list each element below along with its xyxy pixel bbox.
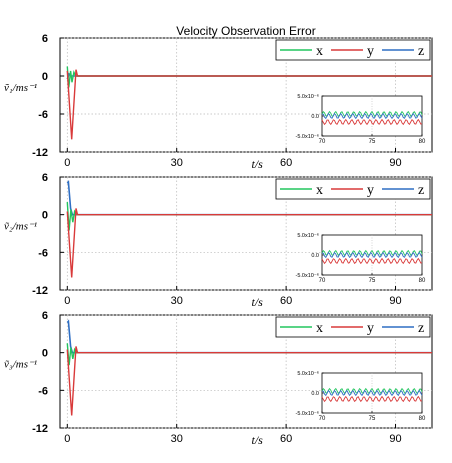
x-axis-label: t/s	[252, 433, 264, 447]
inset-x-tick-label: 80	[419, 278, 426, 284]
y-tick-label: 6	[42, 172, 48, 184]
y-tick-label: -6	[38, 109, 48, 121]
legend-label-x: x	[316, 44, 323, 59]
x-tick-label: 30	[171, 295, 183, 307]
y-tick-label: -6	[38, 385, 48, 397]
x-tick-label: 60	[280, 295, 292, 307]
y-axis-label: ṽ₁/ms⁻¹	[4, 82, 37, 94]
chart-title: Velocity Observation Error	[176, 24, 315, 38]
series-line-x	[66, 343, 432, 366]
inset-y-tick-label: 0.0	[311, 391, 319, 397]
legend-label-y: y	[367, 183, 374, 198]
inset-y-tick-label: -5.0x10⁻⁶	[295, 272, 319, 279]
legend-label-z: z	[418, 183, 424, 198]
inset-y-tick-label: -5.0x10⁻⁶	[295, 133, 319, 140]
x-tick-label: 90	[389, 433, 401, 445]
inset-x-tick-label: 80	[419, 139, 426, 145]
inset-y-tick-label: 5.0x10⁻⁶	[297, 370, 319, 377]
y-tick-label: 6	[42, 33, 48, 45]
y-tick-label: -12	[32, 147, 48, 159]
legend: x y z	[275, 39, 431, 61]
x-tick-label: 60	[280, 157, 292, 169]
x-tick-label: 30	[171, 157, 183, 169]
legend-label-x: x	[316, 183, 323, 198]
inset-x-tick-label: 75	[369, 278, 376, 284]
inset-y-tick-label: 5.0x10⁻⁶	[297, 93, 319, 100]
y-tick-label: -6	[38, 247, 48, 259]
legend-label-y: y	[367, 321, 374, 336]
inset-series-y	[321, 257, 423, 265]
inset-plot: 70 75 80 5.0x10⁻⁶ 0.0 -5.0x10⁻⁶	[295, 93, 426, 145]
x-tick-label: 90	[389, 157, 401, 169]
series-line-y	[66, 346, 432, 416]
legend-label-y: y	[367, 44, 374, 59]
inset-series-z	[321, 112, 423, 120]
x-tick-label: 60	[280, 433, 292, 445]
y-axis-label: ṽ₂/ms⁻¹	[4, 221, 37, 233]
y-tick-label: 0	[42, 71, 48, 83]
inset-x-tick-label: 75	[369, 139, 376, 145]
y-tick-label: -12	[32, 285, 48, 297]
x-axis-label: t/s	[252, 295, 264, 309]
legend-label-z: z	[418, 44, 424, 59]
legend-label-x: x	[316, 321, 323, 336]
x-axis-label: t/s	[252, 157, 264, 171]
y-tick-label: 0	[42, 210, 48, 222]
inset-x-tick-label: 70	[319, 139, 326, 145]
inset-series-y	[321, 118, 423, 126]
legend: x y z	[275, 178, 431, 200]
x-tick-label: 0	[64, 433, 70, 445]
inset-x-tick-label: 70	[319, 278, 326, 284]
legend-label-z: z	[418, 321, 424, 336]
inset-y-tick-label: 0.0	[311, 114, 319, 120]
inset-series-y	[321, 395, 423, 403]
y-tick-label: -12	[32, 423, 48, 435]
inset-y-tick-label: 0.0	[311, 253, 319, 259]
x-tick-label: 90	[389, 295, 401, 307]
inset-plot: 70 75 80 5.0x10⁻⁶ 0.0 -5.0x10⁻⁶	[295, 370, 426, 422]
y-tick-label: 0	[42, 348, 48, 360]
y-axis-label: ṽ₃/ms⁻¹	[4, 359, 37, 371]
y-tick-label: 6	[42, 310, 48, 322]
x-tick-label: 0	[64, 295, 70, 307]
inset-y-tick-label: -5.0x10⁻⁶	[295, 410, 319, 417]
inset-plot: 70 75 80 5.0x10⁻⁶ 0.0 -5.0x10⁻⁶	[295, 232, 426, 284]
inset-y-tick-label: 5.0x10⁻⁶	[297, 232, 319, 239]
inset-x-tick-label: 75	[369, 416, 376, 422]
inset-x-tick-label: 70	[319, 416, 326, 422]
x-tick-label: 0	[64, 157, 70, 169]
inset-series-z	[321, 251, 423, 259]
legend: x y z	[275, 316, 431, 338]
inset-series-z	[321, 389, 423, 397]
series-line-y	[66, 69, 432, 140]
inset-x-tick-label: 80	[419, 416, 426, 422]
x-tick-label: 30	[171, 433, 183, 445]
series-line-y	[66, 208, 432, 278]
